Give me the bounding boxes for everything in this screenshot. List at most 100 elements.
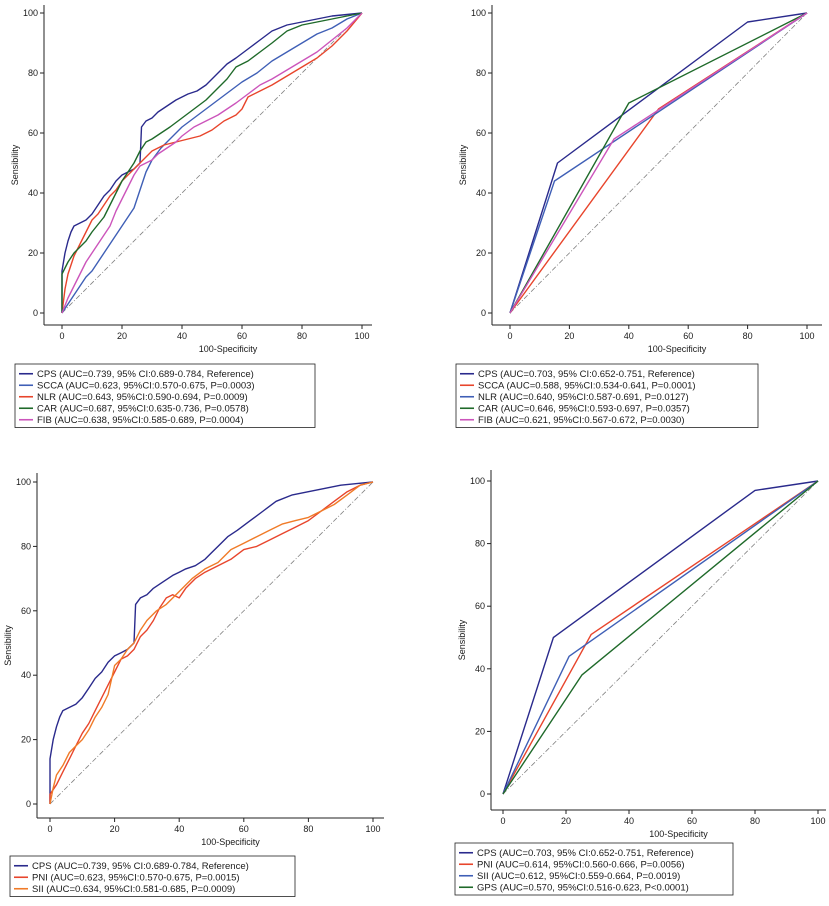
legend-entry-pni: PNI (AUC=0.623, 95%CI:0.570-0.675, P=0.0… <box>32 873 240 884</box>
x-tick-label: 100 <box>810 816 825 826</box>
legend-entry-fib: FIB (AUC=0.621, 95%CI:0.567-0.672, P=0.0… <box>478 415 685 426</box>
x-tick-label: 40 <box>177 331 187 341</box>
reference-diagonal <box>502 480 819 795</box>
y-axis-label: Sensibility <box>10 144 20 185</box>
legend-entry-cps: CPS (AUC=0.703, 95% CI:0.652-0.751, Refe… <box>478 369 695 380</box>
x-tick-label: 0 <box>500 816 505 826</box>
legend-entry-cps: CPS (AUC=0.703, 95% CI:0.652-0.751, Refe… <box>477 848 694 859</box>
legend-entry-scca: SCCA (AUC=0.623, 95%CI:0.570-0.675, P=0.… <box>37 381 255 392</box>
x-tick-label: 100 <box>799 331 814 341</box>
roc-curve-pni <box>49 481 374 804</box>
legend-entry-car: CAR (AUC=0.646, 95%CI:0.593-0.697, P=0.0… <box>478 404 690 415</box>
x-axis-label: 100-Specificity <box>201 837 260 847</box>
legend-entry-car: CAR (AUC=0.687, 95%CI:0.635-0.736, P=0.0… <box>37 404 249 415</box>
y-tick-label: 0 <box>480 789 485 799</box>
y-tick-label: 20 <box>21 735 31 745</box>
y-axis-label: Sensibility <box>3 625 13 666</box>
roc-curve-cps <box>502 480 819 795</box>
legend-entry-fib: FIB (AUC=0.638, 95%CI:0.585-0.689, P=0.0… <box>37 415 244 426</box>
y-axis-label: Sensibility <box>458 144 468 185</box>
x-tick-label: 60 <box>687 816 697 826</box>
y-tick-label: 40 <box>28 188 38 198</box>
reference-diagonal <box>49 481 374 805</box>
x-tick-label: 20 <box>110 824 120 834</box>
y-tick-label: 40 <box>476 188 486 198</box>
y-tick-label: 20 <box>475 726 485 736</box>
y-axis-label: Sensibility <box>457 619 467 660</box>
roc-curve-car <box>509 12 808 314</box>
y-tick-label: 100 <box>23 8 38 18</box>
y-tick-label: 0 <box>26 799 31 809</box>
legend-entry-scca: SCCA (AUC=0.588, 95%CI:0.534-0.641, P=0.… <box>478 381 696 392</box>
legend-entry-gps: GPS (AUC=0.570, 95%CI:0.516-0.623, P<0.0… <box>477 883 689 894</box>
legend-entry-cps: CPS (AUC=0.739, 95% CI:0.689-0.784, Refe… <box>37 369 254 380</box>
roc-panel-4: 0 20 40 60 80 100 0 20 40 60 80 100 100-Specificity S… <box>454 470 826 896</box>
roc-curve-pni <box>502 480 819 795</box>
x-tick-label: 60 <box>237 331 247 341</box>
y-tick-label: 60 <box>476 128 486 138</box>
x-tick-label: 0 <box>59 331 64 341</box>
legend-box <box>14 363 316 428</box>
x-tick-label: 0 <box>507 331 512 341</box>
x-tick-label: 60 <box>239 824 249 834</box>
x-axis-label: 100-Specificity <box>648 344 707 354</box>
x-tick-label: 0 <box>47 824 52 834</box>
x-axis-label: 100-Specificity <box>649 829 708 839</box>
y-tick-label: 0 <box>33 308 38 318</box>
roc-curve-cps <box>509 12 808 314</box>
legend-entry-nlr: NLR (AUC=0.643, 95%CI:0.590-0.694, P=0.0… <box>37 392 248 403</box>
y-tick-label: 100 <box>16 477 31 487</box>
roc-curve-sii <box>502 480 819 795</box>
roc-curve-sii <box>49 481 374 805</box>
y-tick-label: 40 <box>475 664 485 674</box>
x-tick-label: 100 <box>354 331 369 341</box>
x-tick-label: 60 <box>683 331 693 341</box>
roc-curve-cps <box>61 12 363 313</box>
x-tick-label: 100 <box>365 824 380 834</box>
y-tick-label: 40 <box>21 670 31 680</box>
roc-panel-2: 0 20 40 60 80 100 0 20 40 60 80 100 100-Specificity S… <box>455 5 822 428</box>
x-tick-label: 40 <box>174 824 184 834</box>
y-tick-label: 60 <box>28 128 38 138</box>
x-tick-label: 20 <box>561 816 571 826</box>
y-tick-label: 0 <box>481 308 486 318</box>
x-axis-label: 100-Specificity <box>199 344 258 354</box>
y-tick-label: 100 <box>471 8 486 18</box>
x-tick-label: 80 <box>750 816 760 826</box>
x-tick-label: 40 <box>624 816 634 826</box>
y-tick-label: 60 <box>475 601 485 611</box>
roc-curve-cps <box>49 481 374 804</box>
roc-panel-3: 0 20 40 60 80 100 0 20 40 60 80 100 100-Specificity S… <box>3 473 384 897</box>
y-tick-label: 20 <box>28 248 38 258</box>
roc-curve-gps <box>502 480 819 795</box>
roc-curve-fib <box>509 12 808 314</box>
x-tick-label: 40 <box>624 331 634 341</box>
y-tick-label: 80 <box>475 539 485 549</box>
roc-curve-nlr <box>509 12 808 314</box>
reference-diagonal <box>61 12 363 314</box>
legend-entry-cps: CPS (AUC=0.739, 95% CI:0.689-0.784, Refe… <box>32 861 249 872</box>
roc-panel-1: 0 20 40 60 80 100 0 20 40 60 80 100 100-Specificity S… <box>10 5 372 428</box>
legend-box <box>454 842 734 896</box>
y-tick-label: 100 <box>470 476 485 486</box>
roc-curve-nlr <box>61 12 363 314</box>
legend-entry-sii: SII (AUC=0.634, 95%CI:0.581-0.685, P=0.0… <box>32 884 235 895</box>
roc-curve-car <box>61 12 363 313</box>
x-tick-label: 20 <box>117 331 127 341</box>
y-tick-label: 20 <box>476 248 486 258</box>
x-tick-label: 80 <box>297 331 307 341</box>
legend-box <box>455 363 759 428</box>
legend-box <box>9 855 296 897</box>
reference-diagonal <box>509 12 808 314</box>
x-tick-label: 80 <box>743 331 753 341</box>
y-tick-label: 80 <box>28 68 38 78</box>
legend-entry-nlr: NLR (AUC=0.640, 95%CI:0.587-0.691, P=0.0… <box>478 392 689 403</box>
y-tick-label: 80 <box>476 68 486 78</box>
x-tick-label: 80 <box>303 824 313 834</box>
roc-curve-fib <box>61 12 363 314</box>
roc-curve-scca <box>61 12 363 314</box>
y-tick-label: 60 <box>21 606 31 616</box>
legend-entry-pni: PNI (AUC=0.614, 95%CI:0.560-0.666, P=0.0… <box>477 860 685 871</box>
